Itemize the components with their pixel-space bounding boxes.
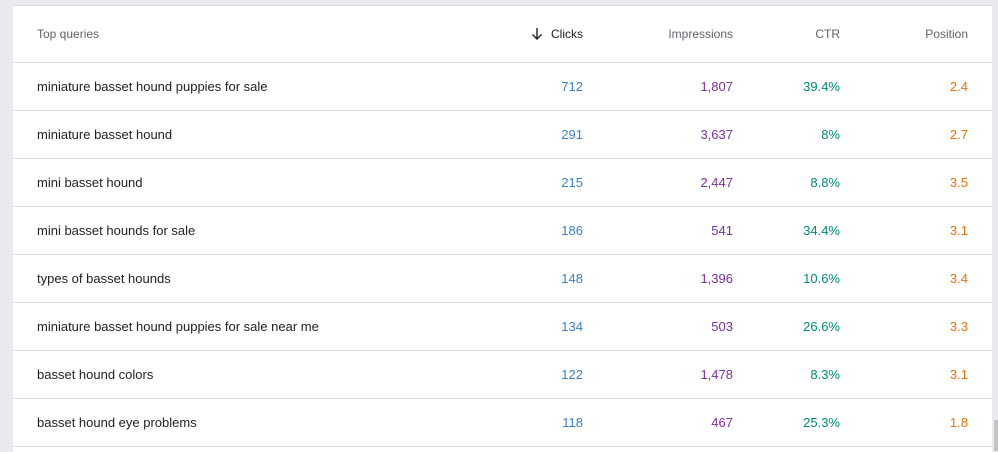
table-body: miniature basset hound puppies for sale … [13, 63, 992, 447]
table-row[interactable]: miniature basset hound puppies for sale … [13, 63, 992, 111]
query-cell: types of basset hounds [37, 271, 171, 286]
table-row[interactable]: mini basset hound 215 2,447 8.8% 3.5 [13, 159, 992, 207]
table-header: Top queries Clicks Impressions CTR Posit… [13, 6, 992, 63]
clicks-cell: 186 [561, 223, 583, 238]
ctr-cell: 10.6% [803, 271, 840, 286]
ctr-cell: 8.8% [810, 175, 840, 190]
position-cell: 3.1 [949, 367, 968, 382]
impressions-cell: 3,637 [700, 127, 733, 142]
query-cell: basset hound colors [37, 367, 154, 382]
header-clicks-label: Clicks [551, 27, 583, 41]
ctr-cell: 25.3% [803, 415, 840, 430]
position-cell: 2.4 [949, 79, 968, 94]
header-ctr[interactable]: CTR [815, 27, 840, 41]
header-position[interactable]: Position [925, 27, 968, 41]
position-cell: 3.4 [949, 271, 968, 286]
position-cell: 1.8 [949, 415, 968, 430]
arrow-down-icon [532, 28, 542, 40]
query-cell: mini basset hounds for sale [37, 223, 196, 238]
ctr-cell: 26.6% [803, 319, 840, 334]
table-row[interactable]: basset hound colors 122 1,478 8.3% 3.1 [13, 351, 992, 399]
query-cell: mini basset hound [37, 175, 143, 190]
ctr-cell: 8.3% [810, 367, 840, 382]
header-clicks[interactable]: Clicks [531, 6, 583, 62]
position-cell: 3.3 [949, 319, 968, 334]
ctr-cell: 34.4% [803, 223, 840, 238]
clicks-cell: 712 [561, 79, 583, 94]
clicks-cell: 122 [561, 367, 583, 382]
impressions-cell: 503 [711, 319, 733, 334]
impressions-cell: 2,447 [700, 175, 733, 190]
ctr-cell: 39.4% [803, 79, 840, 94]
header-impressions[interactable]: Impressions [668, 27, 733, 41]
impressions-cell: 1,396 [700, 271, 733, 286]
table-row[interactable]: miniature basset hound puppies for sale … [13, 303, 992, 351]
clicks-cell: 134 [561, 319, 583, 334]
query-cell: basset hound eye problems [37, 415, 197, 430]
impressions-cell: 1,807 [700, 79, 733, 94]
impressions-cell: 541 [711, 223, 733, 238]
table-row[interactable]: miniature basset hound 291 3,637 8% 2.7 [13, 111, 992, 159]
query-cell: miniature basset hound puppies for sale [37, 79, 268, 94]
table-row[interactable]: types of basset hounds 148 1,396 10.6% 3… [13, 255, 992, 303]
clicks-cell: 148 [561, 271, 583, 286]
query-cell: miniature basset hound puppies for sale … [37, 319, 319, 334]
clicks-cell: 118 [562, 415, 583, 430]
scrollbar[interactable] [994, 420, 998, 451]
table-row[interactable]: mini basset hounds for sale 186 541 34.4… [13, 207, 992, 255]
header-top-queries[interactable]: Top queries [37, 27, 100, 41]
top-queries-table: Top queries Clicks Impressions CTR Posit… [13, 5, 992, 452]
position-cell: 2.7 [949, 127, 968, 142]
ctr-cell: 8% [821, 127, 840, 142]
query-cell: miniature basset hound [37, 127, 173, 142]
clicks-cell: 291 [561, 127, 583, 142]
impressions-cell: 1,478 [700, 367, 733, 382]
impressions-cell: 467 [711, 415, 733, 430]
position-cell: 3.5 [949, 175, 968, 190]
position-cell: 3.1 [949, 223, 968, 238]
clicks-cell: 215 [561, 175, 583, 190]
table-row[interactable]: basset hound eye problems 118 467 25.3% … [13, 399, 992, 447]
